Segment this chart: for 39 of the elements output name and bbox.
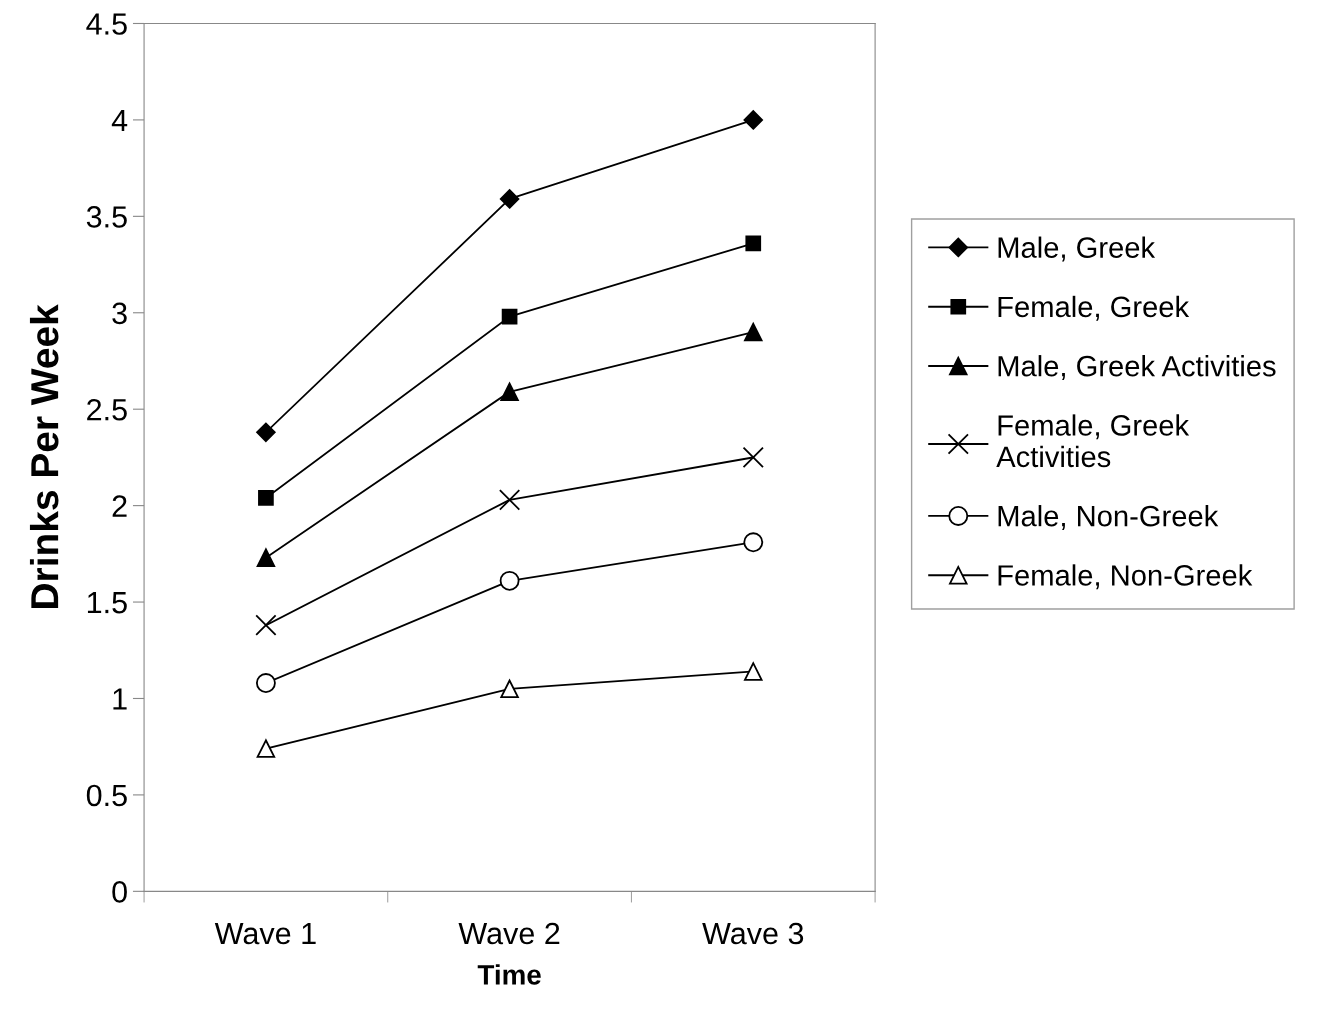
- y-tick-label: 0.5: [86, 784, 127, 807]
- y-tick-label: 1: [113, 688, 127, 710]
- y-tick-label: 2: [112, 495, 127, 517]
- point: [745, 235, 762, 252]
- legend-label: Female, Non-Greek: [998, 564, 1253, 590]
- point: [256, 739, 276, 758]
- y-tick-label: 1.5: [87, 592, 127, 614]
- legend-label: Female, Greek Activities: [996, 414, 1190, 468]
- point: [256, 422, 276, 443]
- point: [742, 446, 764, 469]
- y-tick-label: 3.5: [86, 206, 127, 228]
- y-tick-label: 4: [111, 109, 128, 131]
- point: [500, 382, 519, 402]
- point: [743, 110, 764, 130]
- y-axis-title: Drinks Per Week: [29, 304, 59, 608]
- point: [499, 570, 520, 591]
- x-tick-label: Wave 1: [214, 923, 316, 945]
- point: [258, 490, 274, 506]
- point: [255, 673, 276, 693]
- point: [500, 679, 519, 699]
- point: [498, 489, 521, 511]
- x-tick-label: Wave 2: [458, 922, 560, 945]
- point: [255, 614, 277, 636]
- legend-label: Male, Greek Activities: [998, 355, 1276, 380]
- legend-label: Male, Non-Greek: [998, 505, 1219, 530]
- y-tick-label: 4.5: [86, 13, 127, 35]
- y-tick-label: 2.5: [87, 398, 127, 421]
- x-axis-title: Time: [477, 964, 541, 985]
- point: [744, 322, 763, 342]
- legend-label: Female, Greek: [998, 295, 1190, 321]
- point: [501, 308, 518, 325]
- point: [744, 662, 763, 681]
- legend-label: Male, Greek: [998, 236, 1156, 262]
- point: [743, 532, 764, 553]
- point: [499, 189, 520, 209]
- y-tick-label: 3: [112, 302, 127, 325]
- point: [256, 548, 276, 567]
- y-tick-label: 0: [112, 881, 127, 903]
- x-tick-label: Wave 3: [702, 922, 804, 945]
